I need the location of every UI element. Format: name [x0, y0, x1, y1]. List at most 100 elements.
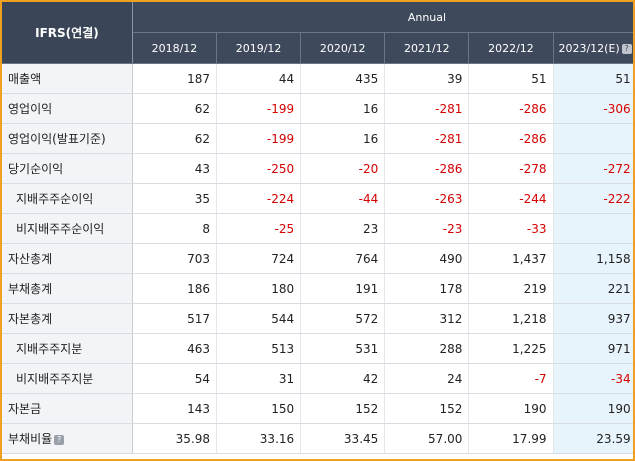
value-cell: -286	[384, 153, 470, 184]
estimate-value-cell: -272	[552, 153, 633, 184]
period-header: 2019/12	[216, 32, 302, 64]
estimate-value-cell: 1,158	[552, 243, 633, 274]
value-cell: 8	[132, 213, 218, 244]
value-cell: -244	[468, 183, 554, 214]
value-cell: -44	[300, 183, 386, 214]
estimate-value-cell: -34	[552, 363, 633, 394]
value-cell: -263	[384, 183, 470, 214]
value-cell: -250	[216, 153, 302, 184]
value-cell: 764	[300, 243, 386, 274]
estimate-value-cell: 221	[552, 273, 633, 304]
table-row: 지배주주순이익 35 -224 -44 -263 -244 -222	[2, 183, 633, 214]
period-header: 2018/12	[132, 32, 218, 64]
estimate-value-cell: 23.59	[552, 423, 633, 454]
period-label: 2018/12	[151, 41, 198, 55]
value-cell: 219	[468, 273, 554, 304]
table-row: 영업이익(발표기준) 62 -199 16 -281 -286	[2, 123, 633, 154]
value-cell: -23	[384, 213, 470, 244]
value-cell: -286	[468, 93, 554, 124]
row-label-text: 자본금	[8, 402, 42, 416]
estimate-value-cell	[552, 213, 633, 244]
row-label[interactable]: 자산총계	[2, 243, 133, 274]
row-label[interactable]: 비지배주주순이익	[2, 213, 133, 244]
table-row: 비지배주주지분 54 31 42 24 -7 -34	[2, 363, 633, 394]
value-cell: 62	[132, 123, 218, 154]
value-cell: 23	[300, 213, 386, 244]
row-label[interactable]: 부채총계	[2, 273, 133, 304]
value-cell: -286	[468, 123, 554, 154]
table-row: 부채총계 186 180 191 178 219 221	[2, 273, 633, 304]
table-row: 비지배주주순이익 8 -25 23 -23 -33	[2, 213, 633, 244]
header-row-annual: IFRS(연결) Annual	[2, 2, 633, 64]
estimate-value-cell: 937	[552, 303, 633, 334]
financial-summary-table: IFRS(연결) Annual 2018/12 2019/12 2020/12 …	[2, 2, 633, 454]
row-label[interactable]: 영업이익	[2, 93, 133, 124]
annual-header: Annual	[132, 2, 633, 33]
value-cell: -199	[216, 123, 302, 154]
row-label[interactable]: 영업이익(발표기준)	[2, 123, 133, 154]
row-label-text: 자산총계	[8, 252, 53, 266]
value-cell: 51	[468, 63, 554, 94]
value-cell: 43	[132, 153, 218, 184]
value-cell: 190	[468, 393, 554, 424]
row-label[interactable]: 비지배주주지분	[2, 363, 133, 394]
value-cell: 724	[216, 243, 302, 274]
value-cell: -281	[384, 123, 470, 154]
value-cell: -7	[468, 363, 554, 394]
row-label-text: 매출액	[8, 72, 42, 86]
value-cell: 16	[300, 93, 386, 124]
period-header: 2020/12	[300, 32, 386, 64]
period-label: 2020/12	[319, 41, 366, 55]
value-cell: 435	[300, 63, 386, 94]
period-label: 2021/12	[403, 41, 450, 55]
table-row: 자본금 143 150 152 152 190 190	[2, 393, 633, 424]
help-icon[interactable]: ?	[621, 43, 632, 54]
value-cell: -33	[468, 213, 554, 244]
value-cell: 191	[300, 273, 386, 304]
value-cell: 1,437	[468, 243, 554, 274]
row-label[interactable]: 매출액	[2, 63, 133, 94]
row-label[interactable]: 지배주주순이익	[2, 183, 133, 214]
row-label-text: 지배주주지분	[16, 342, 83, 356]
value-cell: 33.16	[216, 423, 302, 454]
value-cell: 513	[216, 333, 302, 364]
period-label: 2019/12	[235, 41, 282, 55]
period-label: 2022/12	[488, 41, 534, 55]
value-cell: 517	[132, 303, 218, 334]
value-cell: -25	[216, 213, 302, 244]
help-icon[interactable]: ?	[54, 434, 65, 445]
value-cell: 180	[216, 273, 302, 304]
value-cell: 152	[384, 393, 470, 424]
value-cell: 143	[132, 393, 218, 424]
row-label[interactable]: 지배주주지분	[2, 333, 133, 364]
row-label-text: 영업이익	[8, 102, 53, 116]
row-label-text: 부채총계	[8, 282, 53, 296]
row-label[interactable]: 자본금	[2, 393, 133, 424]
value-cell: 57.00	[384, 423, 470, 454]
value-cell: 463	[132, 333, 218, 364]
value-cell: 572	[300, 303, 386, 334]
value-cell: 44	[216, 63, 302, 94]
value-cell: 16	[300, 123, 386, 154]
row-label[interactable]: 부채비율?	[2, 423, 133, 454]
value-cell: 187	[132, 63, 218, 94]
table-row: 자산총계 703 724 764 490 1,437 1,158	[2, 243, 633, 274]
value-cell: 490	[384, 243, 470, 274]
value-cell: 17.99	[468, 423, 554, 454]
value-cell: 62	[132, 93, 218, 124]
period-header: 2022/12	[468, 32, 554, 64]
ifrs-header: IFRS(연결)	[2, 2, 133, 64]
value-cell: 35.98	[132, 423, 218, 454]
row-label[interactable]: 자본총계	[2, 303, 133, 334]
value-cell: 33.45	[300, 423, 386, 454]
value-cell: 42	[300, 363, 386, 394]
value-cell: 178	[384, 273, 470, 304]
row-label[interactable]: 당기순이익	[2, 153, 133, 184]
value-cell: 1,218	[468, 303, 554, 334]
value-cell: -281	[384, 93, 470, 124]
value-cell: 703	[132, 243, 218, 274]
value-cell: 152	[300, 393, 386, 424]
period-header-estimate: 2023/12(E)?	[553, 32, 633, 64]
row-label-text: 부채비율	[8, 432, 53, 446]
